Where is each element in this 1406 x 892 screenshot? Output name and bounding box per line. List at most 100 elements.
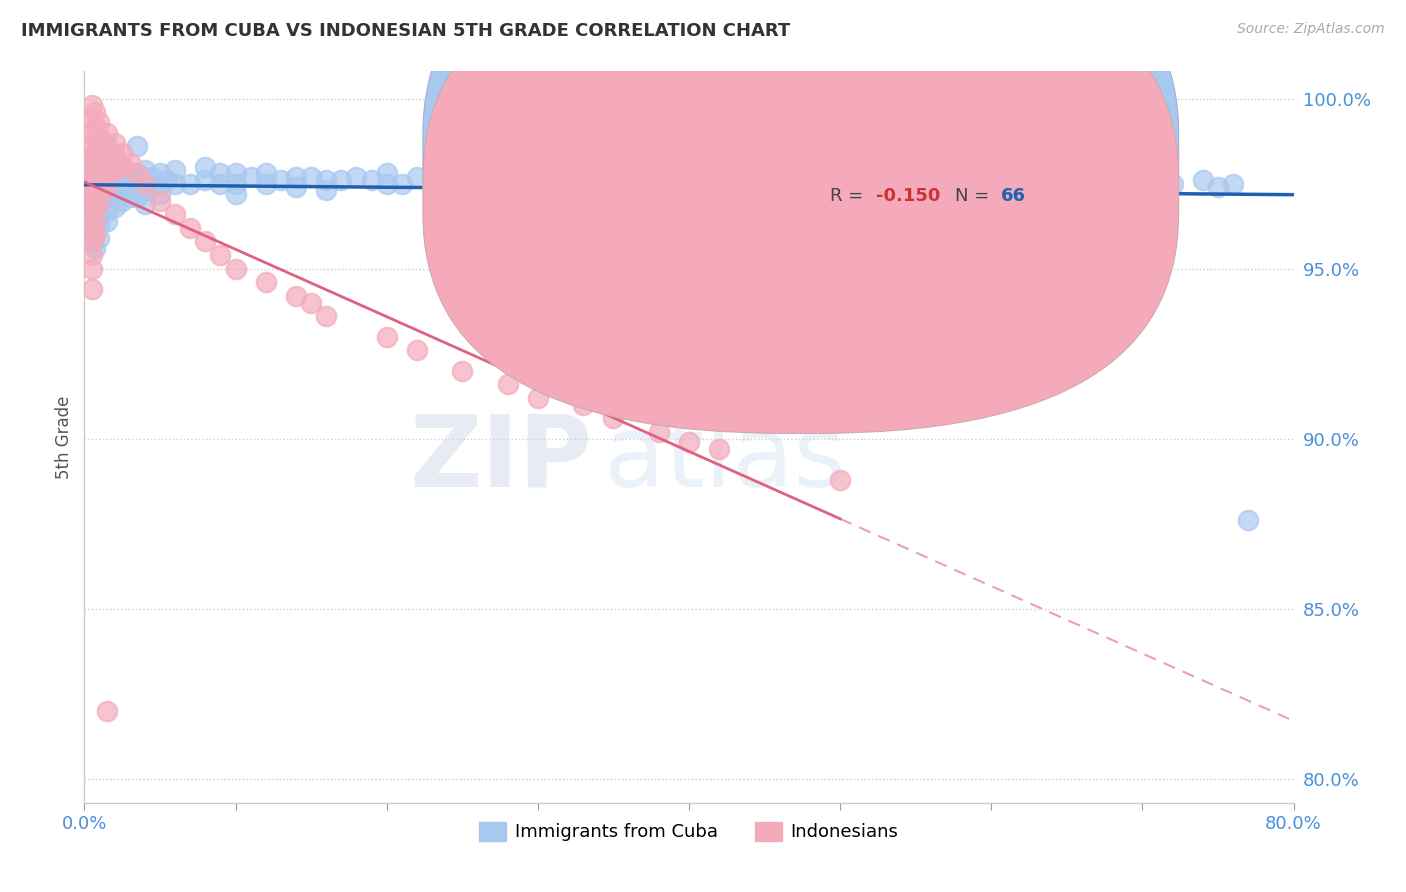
Point (299, 169, 322, 184)
Point (127, 180, 149, 194)
Point (391, 177, 413, 191)
Point (1040, 177, 1063, 191)
Point (80, 177, 103, 191)
Point (134, 197, 156, 211)
Point (346, 169, 368, 184)
Point (179, 220, 201, 235)
Point (527, 391, 550, 405)
Point (950, 169, 973, 184)
Point (375, 166, 398, 180)
Point (89, 183, 111, 197)
Point (662, 177, 685, 191)
Point (84, 186, 107, 201)
Point (104, 166, 127, 180)
Point (830, 173, 852, 187)
Point (209, 177, 232, 191)
FancyBboxPatch shape (768, 112, 1125, 225)
Point (80, 186, 103, 201)
Point (844, 177, 866, 191)
Point (84, 132, 107, 146)
Point (375, 177, 398, 191)
Point (194, 235, 217, 249)
Point (96, 156, 118, 170)
Point (754, 177, 776, 191)
Point (1025, 169, 1047, 184)
Point (89, 197, 111, 211)
Point (299, 295, 322, 310)
Point (709, 442, 731, 456)
Point (80, 261, 103, 276)
Point (89, 183, 111, 197)
Point (111, 183, 134, 197)
Point (96, 139, 118, 153)
Point (633, 169, 655, 184)
Point (127, 139, 149, 153)
Point (80, 112, 103, 126)
Point (496, 177, 519, 191)
Point (80, 211, 103, 225)
Point (194, 160, 217, 174)
Point (118, 166, 141, 180)
Point (118, 190, 141, 204)
Point (84, 227, 107, 242)
Point (935, 177, 957, 191)
Point (96, 166, 118, 180)
Point (127, 166, 149, 180)
Point (481, 169, 503, 184)
Point (80, 166, 103, 180)
Point (96, 180, 118, 194)
Point (89, 149, 111, 163)
Point (1056, 173, 1078, 187)
Point (84, 166, 107, 180)
Point (149, 186, 172, 201)
Point (104, 136, 127, 150)
Point (1146, 173, 1168, 187)
Point (84, 241, 107, 255)
Point (96, 126, 118, 140)
Point (315, 183, 337, 197)
Point (648, 425, 671, 439)
Point (104, 149, 127, 163)
Point (96, 143, 118, 157)
Point (859, 169, 882, 184)
Point (572, 398, 595, 412)
Text: atlas: atlas (605, 410, 846, 508)
Point (709, 169, 731, 184)
Y-axis label: 5th Grade: 5th Grade (55, 395, 73, 479)
Point (149, 166, 172, 180)
Point (118, 156, 141, 170)
Point (602, 411, 624, 425)
Point (1206, 180, 1229, 194)
Point (179, 177, 201, 191)
Point (80, 180, 103, 194)
Point (783, 173, 806, 187)
Point (723, 177, 745, 191)
Point (134, 173, 156, 187)
Point (360, 173, 382, 187)
Point (239, 169, 262, 184)
Point (270, 173, 292, 187)
Point (995, 173, 1018, 187)
Point (89, 173, 111, 187)
Point (89, 194, 111, 208)
Point (111, 160, 134, 174)
Point (1222, 177, 1244, 191)
Point (875, 177, 897, 191)
Point (80, 139, 103, 153)
Point (127, 190, 149, 204)
Point (254, 166, 277, 180)
Point (890, 173, 912, 187)
Point (678, 169, 700, 184)
Point (527, 173, 550, 187)
Point (84, 105, 107, 120)
Point (1011, 177, 1033, 191)
Point (678, 435, 700, 450)
Point (96, 214, 118, 228)
Point (141, 169, 163, 184)
Point (315, 173, 337, 187)
Point (254, 275, 277, 289)
Point (84, 119, 107, 133)
FancyBboxPatch shape (423, 0, 1178, 434)
Point (209, 248, 232, 262)
Point (920, 173, 942, 187)
